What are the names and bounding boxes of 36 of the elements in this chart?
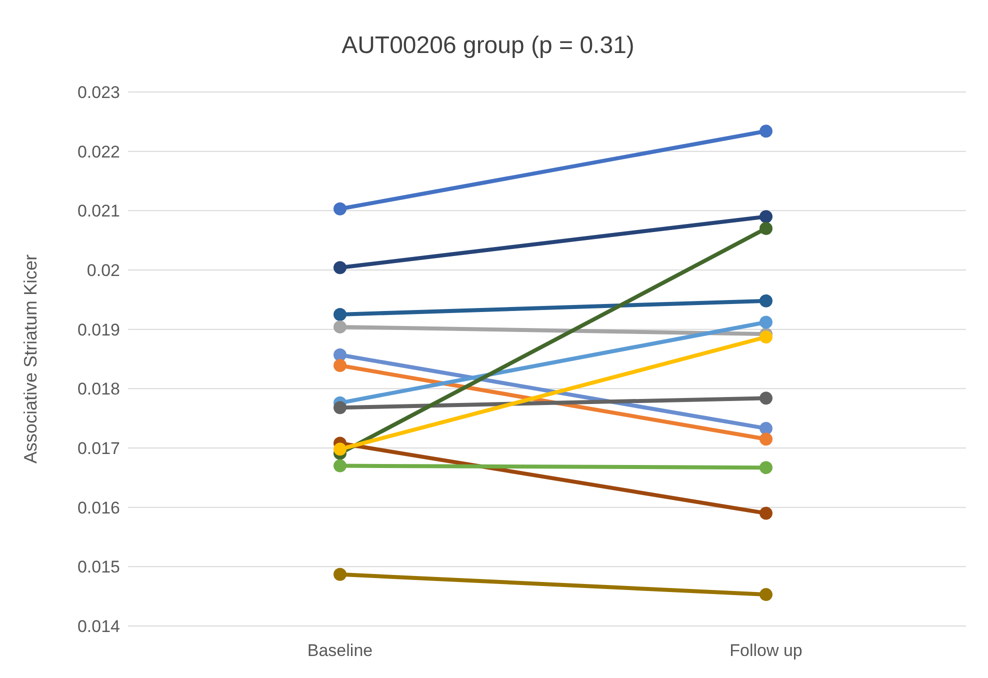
- point: [334, 568, 346, 581]
- point: [334, 459, 346, 472]
- point: [760, 432, 772, 446]
- point: [334, 261, 346, 274]
- point: [760, 588, 772, 602]
- point: [760, 422, 772, 435]
- y-tick-label: 0.016: [77, 498, 120, 518]
- y-axis-title: Associative Striatum Kicer: [20, 254, 40, 464]
- point: [760, 124, 772, 138]
- point: [760, 461, 772, 474]
- point: [334, 320, 346, 334]
- x-tick-label: Follow up: [730, 641, 802, 660]
- y-tick-label: 0.018: [77, 380, 120, 399]
- x-tick-label: Baseline: [307, 641, 373, 660]
- point: [334, 401, 346, 414]
- y-tick-label: 0.023: [77, 83, 120, 102]
- point: [334, 308, 346, 321]
- y-tick-label: 0.022: [77, 142, 120, 162]
- point: [760, 330, 772, 344]
- y-tick-label: 0.015: [77, 558, 120, 577]
- point: [760, 316, 772, 329]
- point: [334, 202, 346, 216]
- point: [334, 442, 346, 456]
- point: [760, 506, 772, 520]
- point: [334, 359, 346, 372]
- point: [760, 392, 772, 405]
- y-tick-label: 0.017: [77, 439, 120, 458]
- y-tick-label: 0.02: [86, 261, 120, 280]
- y-tick-label: 0.019: [77, 320, 120, 340]
- point: [334, 348, 346, 362]
- point: [760, 210, 772, 224]
- y-tick-label: 0.014: [77, 617, 120, 636]
- point: [760, 294, 772, 308]
- point: [760, 222, 772, 235]
- y-tick-label: 0.021: [77, 202, 120, 221]
- chart-title: AUT00206 group (p = 0.31): [340, 32, 636, 60]
